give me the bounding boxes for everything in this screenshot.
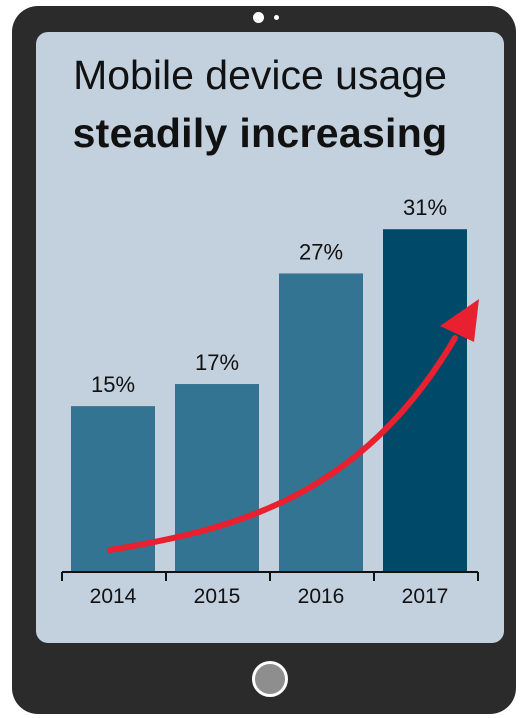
value-label-2017: 31% <box>403 195 447 220</box>
value-label-2016: 27% <box>299 239 343 264</box>
bar-2017 <box>383 229 467 572</box>
bar-2016 <box>279 273 363 572</box>
x-tick-label-2016: 2016 <box>298 585 345 608</box>
x-tick-label-2015: 2015 <box>194 585 241 608</box>
chart-title-line2: steadily increasing <box>72 110 448 156</box>
bar-2015 <box>175 384 259 572</box>
home-button[interactable] <box>252 661 288 697</box>
value-label-2015: 17% <box>195 350 239 375</box>
x-tick-label-2014: 2014 <box>90 585 137 608</box>
sensor-dot-icon <box>274 15 279 20</box>
x-tick-label-2017: 2017 <box>402 585 449 608</box>
camera-dot-icon <box>253 12 264 23</box>
trend-arrowhead-icon <box>440 299 479 342</box>
trend-arrow-line <box>107 335 458 553</box>
value-label-2014: 15% <box>91 372 135 397</box>
chart-title-line1: Mobile device usage <box>73 52 447 98</box>
